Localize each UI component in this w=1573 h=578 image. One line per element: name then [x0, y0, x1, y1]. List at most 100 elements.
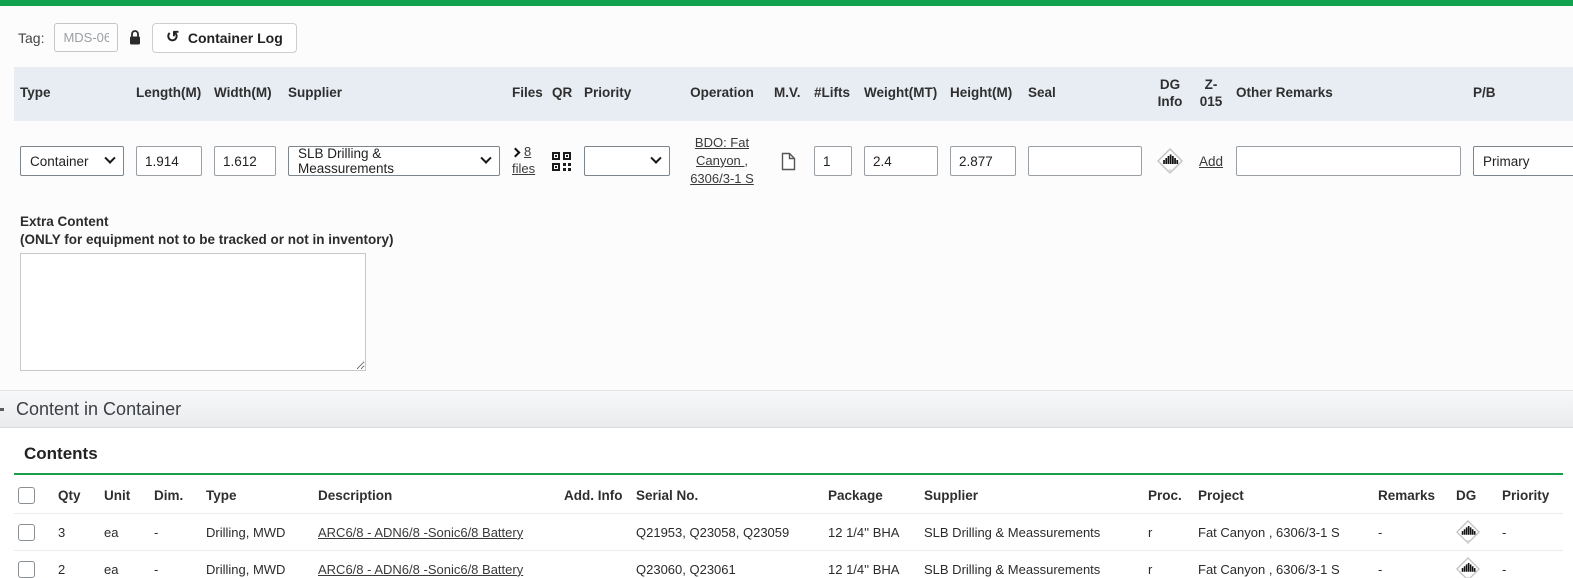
cell-proc: r: [1144, 550, 1194, 578]
table-row: 3 ea - Drilling, MWD ARC6/8 - ADN6/8 -So…: [14, 513, 1563, 551]
col-width: Width(M): [208, 67, 282, 121]
col-proc: Proc.: [1148, 488, 1182, 504]
content-in-container-header[interactable]: Content in Container: [0, 390, 1573, 429]
z015-add-link[interactable]: Add: [1198, 153, 1224, 169]
col-dg-info: DG Info: [1148, 67, 1192, 121]
col-cpriority: Priority: [1502, 488, 1550, 504]
type-select[interactable]: Container: [20, 146, 124, 177]
col-remarks: Remarks: [1378, 488, 1436, 504]
contents-divider: [14, 473, 1563, 476]
extra-content-label-line2: (ONLY for equipment not to be tracked or…: [20, 231, 394, 247]
operation-link[interactable]: BDO: Fat Canyon , 6306/3-1 S: [690, 134, 754, 187]
col-csupplier: Supplier: [924, 488, 979, 504]
history-icon: ↻: [166, 28, 180, 46]
other-remarks-input[interactable]: [1236, 146, 1461, 177]
top-accent-bar: [0, 0, 1573, 6]
col-supplier: Supplier: [282, 67, 506, 121]
height-input[interactable]: [950, 146, 1016, 177]
cell-unit: ea: [100, 550, 150, 578]
col-serial: Serial No.: [636, 488, 699, 504]
pb-select[interactable]: Primary: [1473, 146, 1573, 177]
collapse-caret-icon: [0, 407, 4, 411]
document-icon[interactable]: [781, 152, 796, 171]
files-count[interactable]: 8: [524, 144, 532, 160]
content-in-container-title: Content in Container: [16, 398, 182, 419]
contents-table: Qty Unit Dim. Type Description Add. Info…: [14, 475, 1563, 578]
extra-content-label-line1: Extra Content: [20, 214, 109, 230]
col-description: Description: [318, 488, 393, 504]
cell-dim: -: [150, 550, 202, 578]
select-all-checkbox[interactable]: [18, 487, 35, 505]
files-link[interactable]: 8 files: [510, 144, 540, 178]
cell-priority: -: [1498, 550, 1563, 578]
col-lifts: #Lifts: [808, 67, 858, 121]
cell-qty: 2: [54, 550, 100, 578]
col-pb: P/B: [1467, 67, 1573, 121]
col-dg: DG: [1456, 488, 1477, 504]
weight-input[interactable]: [864, 146, 938, 177]
container-log-label: Container Log: [187, 29, 283, 46]
length-input[interactable]: [136, 146, 202, 177]
chevron-down-icon: [104, 152, 116, 164]
cell-project: Fat Canyon , 6306/3-1 S: [1194, 550, 1374, 578]
col-mv: M.V.: [768, 67, 808, 121]
contents-title: Contents: [24, 444, 98, 464]
form-header-row: Type Length(M) Width(M) Supplier Files Q…: [14, 67, 1573, 121]
tag-row: Tag: ↻ Container Log: [0, 6, 1573, 54]
qr-code-icon[interactable]: [552, 151, 571, 171]
col-length: Length(M): [130, 67, 208, 121]
col-priority: Priority: [578, 67, 676, 121]
cell-type: Drilling, MWD: [202, 513, 314, 551]
dg-icon[interactable]: [1456, 520, 1480, 545]
col-weight: Weight(MT): [858, 67, 944, 121]
cell-supplier: SLB Drilling & Meassurements: [920, 550, 1144, 578]
cell-type: Drilling, MWD: [202, 550, 314, 578]
cell-remarks: -: [1374, 513, 1452, 551]
description-link[interactable]: ARC6/8 - ADN6/8 -Sonic6/8 Battery: [318, 561, 524, 577]
cell-qty: 3: [54, 513, 100, 551]
col-seal: Seal: [1022, 67, 1148, 121]
tag-input[interactable]: [54, 23, 119, 52]
container-form-table: Type Length(M) Width(M) Supplier Files Q…: [14, 67, 1573, 201]
cell-serial: Q23060, Q23061: [632, 550, 824, 578]
col-package: Package: [828, 488, 883, 504]
container-row: Container SLB Drilling & Meassurements: [14, 121, 1573, 202]
supplier-select-value: SLB Drilling & Meassurements: [298, 146, 395, 177]
supplier-select[interactable]: SLB Drilling & Meassurements: [288, 146, 500, 177]
col-project: Project: [1198, 488, 1244, 504]
col-height: Height(M): [944, 67, 1022, 121]
chevron-right-icon: [510, 147, 521, 158]
cell-dim: -: [150, 513, 202, 551]
extra-content-textarea[interactable]: [20, 253, 366, 372]
dg-info-icon[interactable]: [1157, 148, 1183, 175]
container-log-button[interactable]: ↻ Container Log: [152, 22, 297, 53]
type-select-value: Container: [30, 153, 89, 169]
contents-panel: Contents Qty Unit Dim. Type Description …: [0, 428, 1573, 578]
col-files: Files: [506, 67, 546, 121]
priority-select[interactable]: [584, 146, 670, 177]
chevron-down-icon: [650, 152, 662, 164]
description-link[interactable]: ARC6/8 - ADN6/8 -Sonic6/8 Battery: [318, 524, 524, 540]
col-operation: Operation: [676, 67, 768, 121]
lock-icon: [130, 30, 141, 45]
seal-input[interactable]: [1028, 146, 1142, 177]
col-other-remarks: Other Remarks: [1230, 67, 1467, 121]
cell-unit: ea: [100, 513, 150, 551]
row-checkbox[interactable]: [18, 560, 35, 578]
tag-label: Tag:: [18, 29, 45, 46]
cell-project: Fat Canyon , 6306/3-1 S: [1194, 513, 1374, 551]
cell-package: 12 1/4'' BHA: [824, 550, 920, 578]
col-type: Type: [14, 67, 130, 121]
cell-add-info: [560, 513, 632, 551]
col-qty: Qty: [58, 488, 81, 504]
col-qr: QR: [546, 67, 578, 121]
col-add-info: Add. Info: [564, 488, 623, 504]
col-dim: Dim.: [154, 488, 184, 504]
row-checkbox[interactable]: [18, 523, 35, 541]
width-input[interactable]: [214, 146, 276, 177]
col-z015: Z-015: [1192, 67, 1230, 121]
dg-icon[interactable]: [1456, 557, 1480, 578]
files-word[interactable]: files: [512, 161, 536, 177]
col-ctype: Type: [206, 488, 237, 504]
lifts-input[interactable]: [814, 146, 852, 177]
